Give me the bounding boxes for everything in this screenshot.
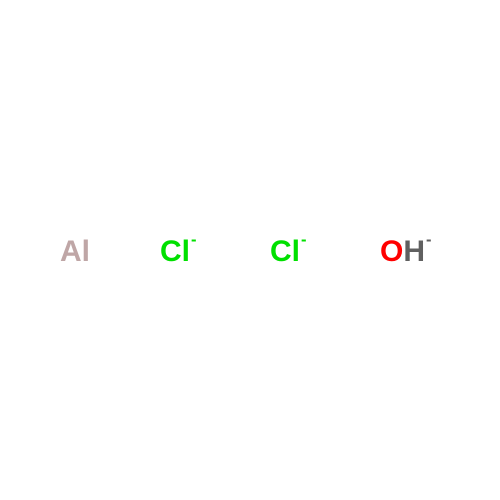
- label-h: H: [403, 235, 425, 268]
- species-cl1: Cl-: [160, 235, 197, 269]
- label-al: Al: [60, 235, 90, 268]
- charge-cl2: -: [301, 231, 307, 249]
- label-o: O: [380, 235, 403, 268]
- label-cl2: Cl: [270, 235, 300, 268]
- charge-cl1: -: [191, 231, 197, 249]
- charge-oh: -: [426, 231, 432, 249]
- label-cl1: Cl: [160, 235, 190, 268]
- species-cl2: Cl-: [270, 235, 307, 269]
- species-al: Al: [60, 235, 90, 269]
- species-oh: OH-: [380, 235, 432, 269]
